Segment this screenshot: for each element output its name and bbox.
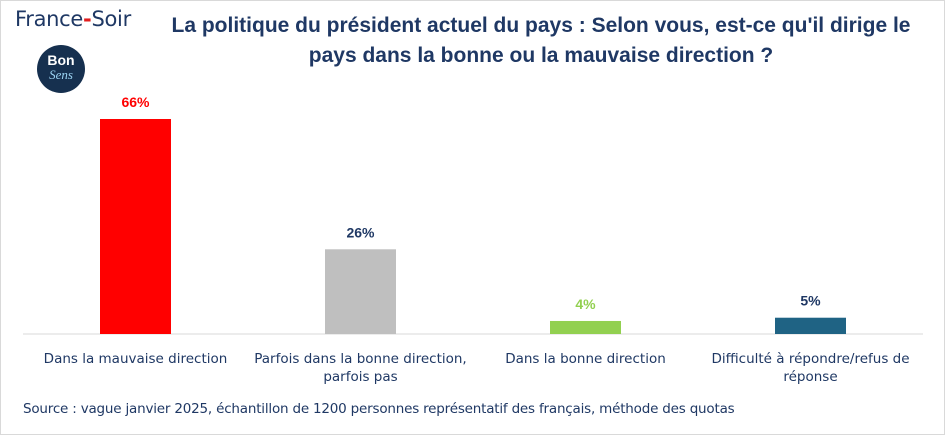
category-label-3-line-1: Dans la bonne direction [505,351,666,367]
category-label-2: Parfois dans la bonne direction, parfois … [254,351,466,385]
data-label-1: 66% [121,94,150,110]
category-label-3: Dans la bonne direction [505,351,666,367]
brand-dash: - [83,7,92,31]
bar-4 [775,317,846,334]
category-label-1-line-1: Dans la mauvaise direction [44,351,228,367]
data-label-2: 26% [346,224,375,240]
data-label-3: 4% [575,296,596,312]
logo-line-1: Bon [47,52,75,68]
brand-suffix: Soir [91,7,131,31]
category-label-4: Difficulté à répondre/refus de réponse [711,351,909,385]
chart-title: La politique du président actuel du pays… [171,14,911,67]
bar-2 [325,249,396,334]
bar-3 [550,320,621,334]
france-soir-logo: France-Soir [15,7,131,31]
category-label-2-line-1: Parfois dans la bonne direction, [254,351,466,367]
category-label-2-line-2: parfois pas [323,369,397,385]
bar-1 [100,119,171,334]
brand-prefix: France [15,7,84,31]
category-label-4-line-2: réponse [783,369,837,385]
category-label-4-line-1: Difficulté à répondre/refus de [711,351,909,367]
bon-sens-logo: Bon Sens [37,45,85,93]
source-note: Source : vague janvier 2025, échantillon… [23,401,735,417]
category-label-1: Dans la mauvaise direction [44,351,228,367]
logo-line-2: Sens [49,67,73,82]
data-label-4: 5% [800,293,821,309]
